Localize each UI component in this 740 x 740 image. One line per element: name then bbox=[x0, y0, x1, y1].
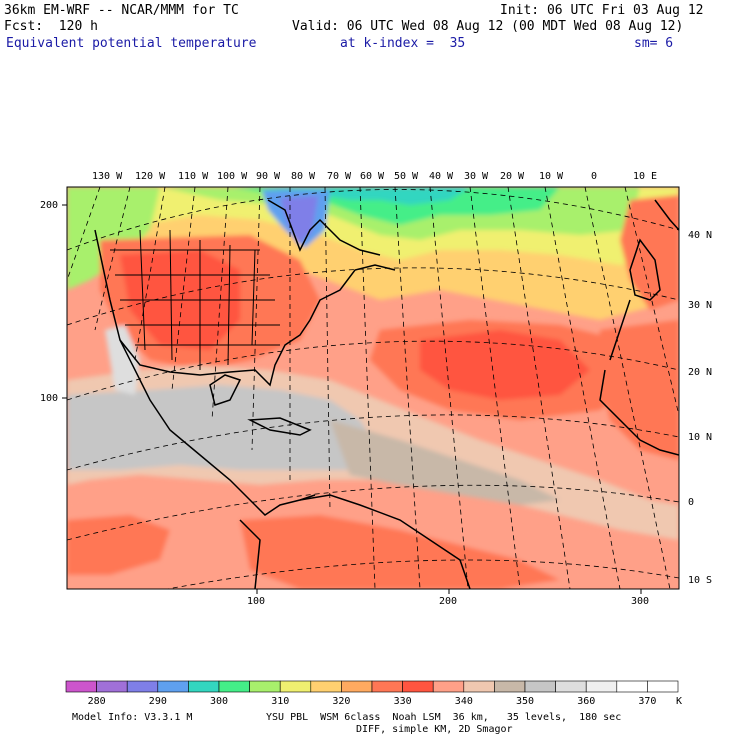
physics-info: YSU PBL WSM 6class Noah LSM 36 km, 35 le… bbox=[266, 712, 622, 723]
colorbar-tick-label: 290 bbox=[148, 696, 167, 707]
grid-y-label-100: 100 bbox=[40, 393, 59, 404]
colorbar-swatch bbox=[555, 680, 587, 693]
colorbar-tick-label: 300 bbox=[210, 696, 229, 707]
grid-x-label-200: 200 bbox=[439, 596, 458, 607]
colorbar-swatch bbox=[402, 680, 434, 693]
colorbar-swatch bbox=[279, 680, 312, 693]
colorbar-swatch bbox=[126, 680, 159, 693]
colorbar-swatch bbox=[494, 680, 526, 693]
longitude-label: 60 W bbox=[360, 171, 385, 182]
longitude-label: 20 W bbox=[500, 171, 525, 182]
colorbar-swatch bbox=[249, 680, 281, 693]
latitude-label: 10 N bbox=[688, 432, 713, 443]
colorbar-tick-label: 280 bbox=[87, 696, 106, 707]
init-time: Init: 06 UTC Fri 03 Aug 12 bbox=[500, 3, 704, 18]
grid-x-label-300: 300 bbox=[631, 596, 650, 607]
state-borders bbox=[110, 229, 280, 370]
colorbar-swatch bbox=[524, 680, 556, 693]
latitude-label: 0 bbox=[688, 497, 695, 508]
coastlines bbox=[94, 199, 679, 589]
colorbar-swatch bbox=[616, 680, 648, 693]
colorbar-tick-label: 360 bbox=[577, 696, 596, 707]
field-name: Equivalent potential temperature bbox=[6, 36, 257, 51]
longitude-label: 120 W bbox=[135, 171, 166, 182]
longitude-label: 30 W bbox=[464, 171, 489, 182]
frame-ticks bbox=[62, 204, 642, 594]
latitude-label: 20 N bbox=[688, 367, 713, 378]
longitude-label: 40 W bbox=[429, 171, 454, 182]
longitude-label: 10 W bbox=[539, 171, 564, 182]
graticule bbox=[67, 187, 679, 589]
colorbar-tick-label: 320 bbox=[332, 696, 351, 707]
longitude-label: 130 W bbox=[92, 171, 123, 182]
colorbar-unit: K bbox=[676, 696, 683, 707]
level-info: at k-index = 35 bbox=[340, 36, 466, 51]
colorbar bbox=[65, 680, 679, 693]
colorbar-tick-label: 340 bbox=[454, 696, 473, 707]
longitude-label: 10 E bbox=[633, 171, 658, 182]
diffusion-info: DIFF, simple KM, 2D Smagor bbox=[356, 724, 513, 735]
colorbar-swatch bbox=[96, 680, 128, 693]
model-title: 36km EM-WRF -- NCAR/MMM for TC bbox=[4, 3, 239, 18]
colorbar-swatch bbox=[188, 680, 220, 693]
longitude-label: 80 W bbox=[291, 171, 316, 182]
colorbar-tick-label: 330 bbox=[393, 696, 412, 707]
longitude-label: 70 W bbox=[327, 171, 352, 182]
model-info: Model Info: V3.3.1 M bbox=[72, 712, 193, 723]
latitude-label: 10 S bbox=[688, 575, 713, 586]
colorbar-swatch bbox=[432, 680, 465, 693]
colorbar-swatch bbox=[463, 680, 495, 693]
latitude-label: 40 N bbox=[688, 230, 713, 241]
colorbar-swatch bbox=[65, 680, 97, 693]
grid-y-label-200: 200 bbox=[40, 200, 59, 211]
longitude-label: 100 W bbox=[217, 171, 248, 182]
colorbar-swatch bbox=[585, 680, 618, 693]
colorbar-swatch bbox=[341, 680, 373, 693]
grid-x-label-100: 100 bbox=[247, 596, 266, 607]
colorbar-swatch bbox=[157, 680, 189, 693]
valid-time: Valid: 06 UTC Wed 08 Aug 12 (00 MDT Wed … bbox=[292, 19, 684, 34]
latitude-label: 30 N bbox=[688, 300, 713, 311]
colorbar-swatch bbox=[371, 680, 403, 693]
smoothing-info: sm= 6 bbox=[634, 36, 674, 51]
forecast-hour: Fcst: 120 h bbox=[4, 19, 98, 34]
longitude-label: 110 W bbox=[178, 171, 209, 182]
theta-e-field bbox=[67, 187, 679, 589]
colorbar-swatch bbox=[310, 680, 342, 693]
longitude-label: 50 W bbox=[394, 171, 419, 182]
colorbar-swatch bbox=[647, 680, 679, 693]
colorbar-swatch bbox=[218, 680, 250, 693]
colorbar-tick-label: 350 bbox=[516, 696, 535, 707]
colorbar-tick-label: 370 bbox=[638, 696, 657, 707]
map-frame bbox=[66, 186, 680, 590]
colorbar-tick-label: 310 bbox=[271, 696, 290, 707]
longitude-label: 90 W bbox=[256, 171, 281, 182]
longitude-label: 0 bbox=[591, 171, 598, 182]
